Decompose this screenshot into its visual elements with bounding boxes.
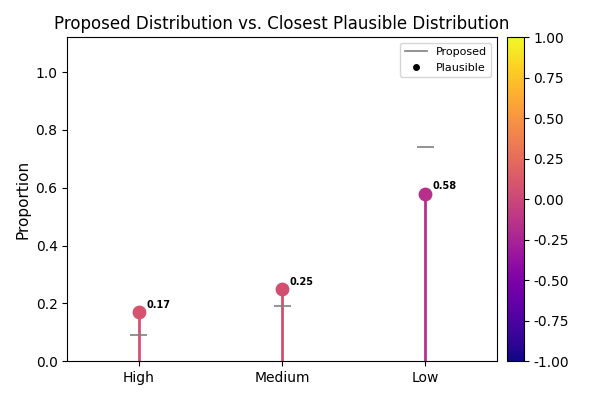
Text: 0.58: 0.58 <box>433 181 457 191</box>
Legend: Proposed, Plausible: Proposed, Plausible <box>400 43 491 77</box>
Point <box>277 286 287 292</box>
Text: 0.25: 0.25 <box>289 277 313 287</box>
Point <box>134 309 143 315</box>
Title: Proposed Distribution vs. Closest Plausible Distribution: Proposed Distribution vs. Closest Plausi… <box>55 15 510 33</box>
Y-axis label: Proportion: Proportion <box>15 160 30 239</box>
Point <box>421 190 430 197</box>
Text: 0.17: 0.17 <box>146 300 170 310</box>
